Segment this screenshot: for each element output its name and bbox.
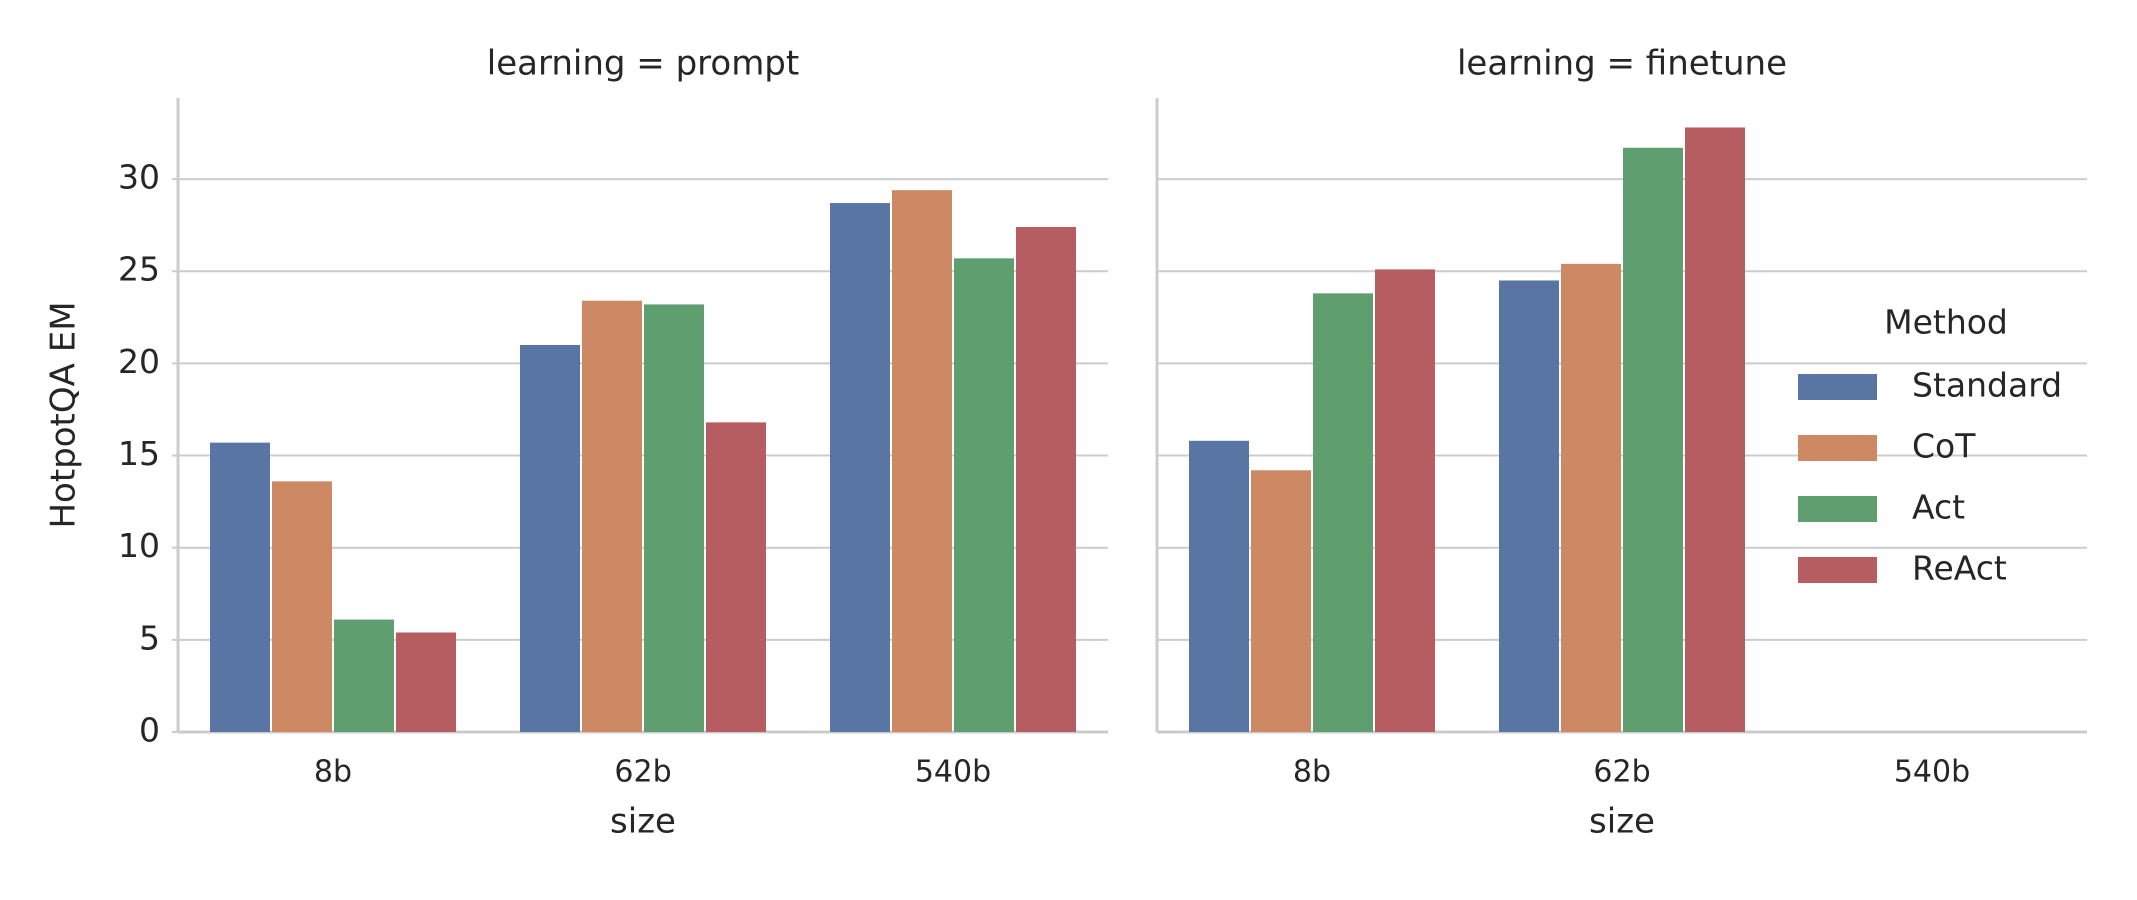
legend-label: Standard <box>1912 366 2062 405</box>
y-tick-label: 10 <box>118 526 160 565</box>
y-tick-label: 5 <box>139 618 160 657</box>
x-tick-label: 62b <box>1593 755 1650 790</box>
bar <box>1016 227 1076 732</box>
bar <box>1313 293 1373 732</box>
bar <box>1251 470 1311 732</box>
y-tick-label: 20 <box>118 342 160 381</box>
x-tick-label: 62b <box>614 755 671 790</box>
y-tick-label: 15 <box>118 434 160 473</box>
legend-swatch <box>1798 496 1877 522</box>
bar <box>1623 147 1683 733</box>
y-tick-label: 25 <box>118 250 160 289</box>
x-axis-label: size <box>1589 802 1655 842</box>
bar <box>1499 280 1559 732</box>
y-tick-label: 0 <box>139 711 160 750</box>
legend-label: Act <box>1912 488 1965 527</box>
legend-swatch <box>1798 435 1877 461</box>
legend-swatch <box>1798 557 1877 583</box>
x-tick-label: 540b <box>1894 755 1970 790</box>
bar <box>1189 440 1249 732</box>
bar <box>1685 127 1745 732</box>
bar <box>520 344 580 732</box>
panel-title: learning = finetune <box>1457 44 1787 84</box>
legend-label: ReAct <box>1912 549 2007 588</box>
bar <box>830 203 890 733</box>
x-tick-label: 540b <box>915 755 991 790</box>
y-axis-label: HotpotQA EM <box>44 301 84 528</box>
panel-title: learning = prompt <box>487 44 799 84</box>
bar <box>582 300 642 732</box>
x-axis-label: size <box>610 802 676 842</box>
x-tick-label: 8b <box>1293 755 1331 790</box>
bar <box>396 632 456 732</box>
bar <box>210 442 270 732</box>
x-tick-label: 8b <box>314 755 352 790</box>
legend-label: CoT <box>1912 427 1976 466</box>
bar <box>1561 263 1621 732</box>
bar <box>644 304 704 732</box>
bar <box>1375 269 1435 732</box>
bar <box>892 190 952 732</box>
legend-swatch <box>1798 374 1877 400</box>
bar <box>954 258 1014 732</box>
y-tick-label: 30 <box>118 158 160 197</box>
bar <box>272 481 332 732</box>
legend-title: Method <box>1884 303 2008 342</box>
bar <box>706 422 766 732</box>
bar <box>334 619 394 732</box>
